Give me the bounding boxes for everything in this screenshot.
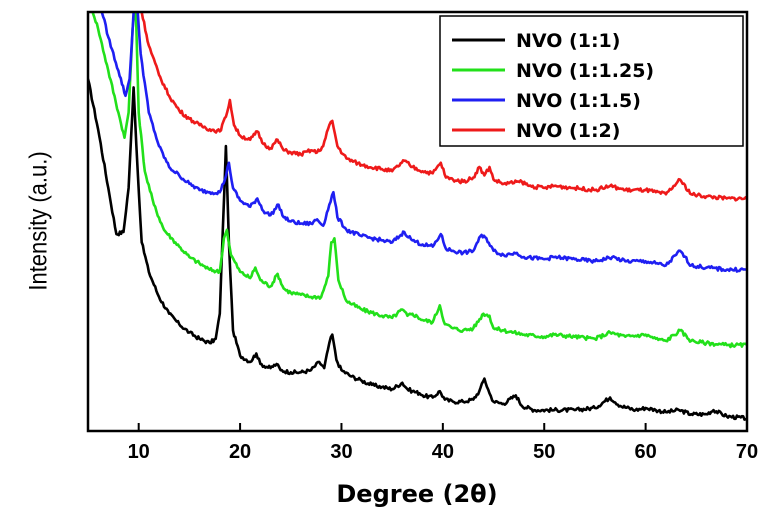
x-axis-tick-labels: 10 20 30 40 50 60 70 — [128, 441, 759, 463]
legend-label-nvo-1-1-25: NVO (1:1.25) — [516, 60, 654, 82]
x-axis-title: Degree (2θ) — [336, 480, 497, 508]
x-tick-label: 50 — [533, 441, 555, 463]
legend-label-nvo-1-1-5: NVO (1:1.5) — [516, 90, 641, 112]
x-tick-label: 60 — [634, 441, 656, 463]
series-line-nvo-1-2 — [140, 12, 747, 202]
legend-label-nvo-1-1: NVO (1:1) — [516, 30, 620, 52]
x-tick-label: 10 — [128, 441, 150, 463]
x-tick-label: 20 — [229, 441, 251, 463]
plot-frame — [86, 10, 749, 433]
series-line-nvo-1-1-25 — [91, 12, 747, 349]
legend-box — [439, 15, 744, 147]
legend: NVO (1:1) NVO (1:1.25) NVO (1:1.5) NVO (1:2… — [439, 15, 744, 147]
x-axis-ticks — [137, 423, 748, 431]
series-line-nvo-1-1-5 — [100, 12, 747, 273]
x-tick-label: 70 — [736, 441, 758, 463]
series-layer — [88, 12, 747, 421]
x-tick-label: 40 — [432, 441, 454, 463]
y-axis-title: Intensity (a.u.) — [24, 151, 52, 290]
x-tick-label: 30 — [330, 441, 352, 463]
legend-label-nvo-1-2: NVO (1:2) — [516, 120, 620, 142]
series-line-nvo-1-1 — [88, 78, 747, 421]
